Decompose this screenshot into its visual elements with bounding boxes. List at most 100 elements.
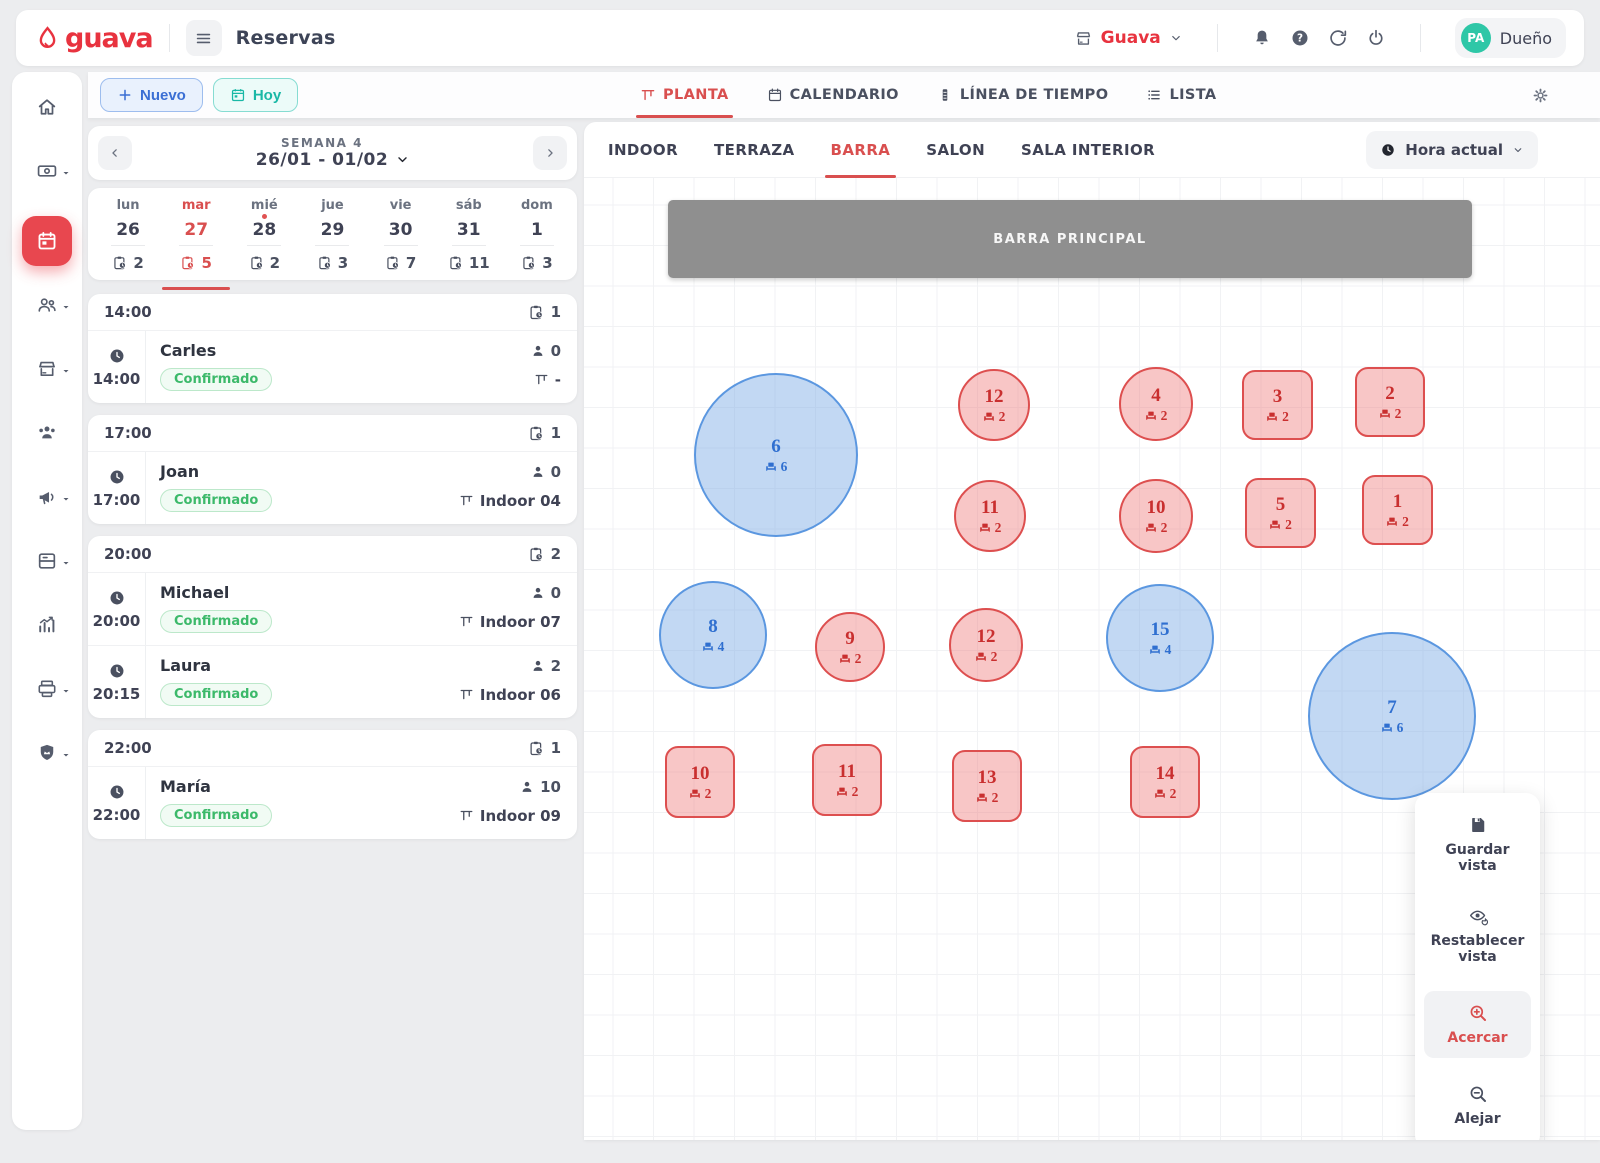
guest-count: 2 xyxy=(530,657,561,675)
list-icon xyxy=(1146,87,1162,103)
day-reservation-count: 3 xyxy=(317,254,348,272)
sidebar-item-home[interactable] xyxy=(36,96,58,124)
floor-table[interactable]: 12 2 xyxy=(958,369,1030,441)
sidebar-item-staff[interactable] xyxy=(36,422,58,450)
table-assignment: Indoor 06 xyxy=(459,686,561,704)
clock-icon xyxy=(108,468,126,486)
day-column-mar[interactable]: mar 27 5 xyxy=(162,198,231,290)
table-seats: 2 xyxy=(983,409,1005,425)
floor-table[interactable]: 5 2 xyxy=(1245,478,1316,548)
new-reservation-button[interactable]: Nuevo xyxy=(100,78,203,112)
nav-rail xyxy=(12,72,82,1130)
reservations-calendar-icon xyxy=(36,230,58,252)
user-menu[interactable]: PA Dueño xyxy=(1454,18,1566,58)
gear-icon[interactable] xyxy=(1531,86,1550,105)
table-assignment: Indoor 07 xyxy=(459,613,561,631)
sidebar-item-marketing[interactable] xyxy=(36,486,69,514)
floor-table[interactable]: 10 2 xyxy=(1119,479,1193,553)
day-of-week: jue xyxy=(321,198,344,213)
view-tab-calendario[interactable]: CALENDARIO xyxy=(767,72,899,118)
view-control-restablecer-vista[interactable]: Restablecer vista xyxy=(1424,900,1531,971)
table-number: 11 xyxy=(838,760,856,782)
view-control-guardar-vista[interactable]: Guardar vista xyxy=(1424,809,1531,880)
view-tab-l-nea-de-tiempo[interactable]: LÍNEA DE TIEMPO xyxy=(937,72,1109,118)
day-date: 29 xyxy=(320,220,345,240)
next-week-button[interactable] xyxy=(533,136,567,170)
floor-table[interactable]: 11 2 xyxy=(812,744,882,816)
reservation-row[interactable]: 20:00 Michael 0 Confirmado Indoor 07 xyxy=(88,573,577,646)
sidebar-item-pos[interactable] xyxy=(36,678,69,706)
floor-table[interactable]: 1 2 xyxy=(1362,475,1433,545)
previous-week-button[interactable] xyxy=(98,136,132,170)
floor-table[interactable]: 8 4 xyxy=(659,581,767,689)
zone-tab-indoor[interactable]: INDOOR xyxy=(608,140,679,159)
sidebar-item-analytics[interactable] xyxy=(36,614,58,642)
group-count: 1 xyxy=(528,739,561,757)
calendar-tab-icon xyxy=(767,87,783,103)
bar-zone-block[interactable]: BARRA PRINCIPAL xyxy=(668,200,1472,278)
sidebar-item-admin[interactable] xyxy=(36,742,69,770)
menu-icon[interactable] xyxy=(185,20,222,56)
refresh-icon[interactable] xyxy=(1328,28,1348,48)
sidebar-item-reservations-calendar[interactable] xyxy=(22,216,72,266)
floor-table[interactable]: 9 2 xyxy=(815,612,885,682)
view-control-acercar[interactable]: Acercar xyxy=(1424,991,1531,1058)
reservation-count-icon xyxy=(448,255,464,271)
day-of-week: lun xyxy=(116,198,140,213)
chair-icon xyxy=(1145,522,1157,534)
view-tab-planta[interactable]: PLANTA xyxy=(636,72,733,118)
table-number: 1 xyxy=(1392,490,1403,512)
view-control-alejar[interactable]: Alejar xyxy=(1424,1078,1531,1133)
today-button[interactable]: Hoy xyxy=(212,78,299,112)
chevron-down-icon xyxy=(1169,31,1183,45)
brand-logo[interactable]: guava xyxy=(34,23,154,54)
status-badge: Confirmado xyxy=(160,489,273,512)
floor-table[interactable]: 13 2 xyxy=(952,750,1022,822)
day-column-sáb[interactable]: sáb 31 11 xyxy=(439,198,499,280)
floor-table[interactable]: 14 2 xyxy=(1130,746,1200,818)
floor-table[interactable]: 11 2 xyxy=(954,480,1026,552)
avatar: PA xyxy=(1460,23,1491,53)
sidebar-item-venue[interactable] xyxy=(36,358,69,386)
sidebar-item-cards[interactable] xyxy=(36,550,69,578)
day-column-lun[interactable]: lun 26 2 xyxy=(98,198,158,280)
day-column-dom[interactable]: dom 1 3 xyxy=(507,198,567,280)
bell-icon[interactable] xyxy=(1252,28,1272,48)
floor-table[interactable]: 15 4 xyxy=(1106,584,1214,692)
group-header: 20:00 2 xyxy=(88,536,577,573)
sidebar-item-payments[interactable] xyxy=(36,160,69,188)
floor-table[interactable]: 4 2 xyxy=(1119,367,1193,441)
guest-count: 0 xyxy=(530,463,561,481)
zone-tab-salon[interactable]: SALON xyxy=(926,140,986,159)
floor-table[interactable]: 10 2 xyxy=(665,746,735,818)
table-seats: 2 xyxy=(689,786,711,802)
view-tab-lista[interactable]: LISTA xyxy=(1146,72,1216,118)
zone-tab-terraza[interactable]: TERRAZA xyxy=(714,140,795,159)
reservation-row[interactable]: 20:15 Laura 2 Confirmado Indoor 06 xyxy=(88,646,577,718)
floor-table[interactable]: 6 6 xyxy=(694,373,858,537)
day-column-mié[interactable]: mié 28 2 xyxy=(234,198,294,280)
venue-selector[interactable]: Guava xyxy=(1074,28,1183,48)
floor-table[interactable]: 12 2 xyxy=(949,608,1023,682)
week-dropdown[interactable]: SEMANA 4 26/01 - 01/02 xyxy=(132,136,533,170)
view-control-label: Guardar vista xyxy=(1445,842,1510,874)
reservation-time-cell: 20:15 xyxy=(88,646,146,718)
reservation-row[interactable]: 17:00 Joan 0 Confirmado Indoor 04 xyxy=(88,452,577,524)
zone-tab-sala-interior[interactable]: SALA INTERIOR xyxy=(1021,140,1156,159)
clock-icon xyxy=(108,347,126,365)
reservation-row[interactable]: 22:00 María 10 Confirmado Indoor 09 xyxy=(88,767,577,839)
sidebar-item-guests[interactable] xyxy=(36,294,69,322)
day-column-jue[interactable]: jue 29 3 xyxy=(302,198,362,280)
zone-tab-barra[interactable]: BARRA xyxy=(824,122,897,178)
floor-table[interactable]: 3 2 xyxy=(1242,370,1313,440)
floor-table[interactable]: 7 6 xyxy=(1308,632,1476,800)
day-column-vie[interactable]: vie 30 7 xyxy=(371,198,431,280)
help-icon[interactable]: ? xyxy=(1290,28,1310,48)
view-control-label: Restablecer vista xyxy=(1430,933,1525,965)
power-icon[interactable] xyxy=(1366,28,1386,48)
time-filter-dropdown[interactable]: Hora actual xyxy=(1366,131,1538,169)
reservation-row[interactable]: 14:00 Carles 0 Confirmado - xyxy=(88,331,577,403)
table-number: 10 xyxy=(690,762,710,784)
floor-table[interactable]: 2 2 xyxy=(1355,367,1425,437)
